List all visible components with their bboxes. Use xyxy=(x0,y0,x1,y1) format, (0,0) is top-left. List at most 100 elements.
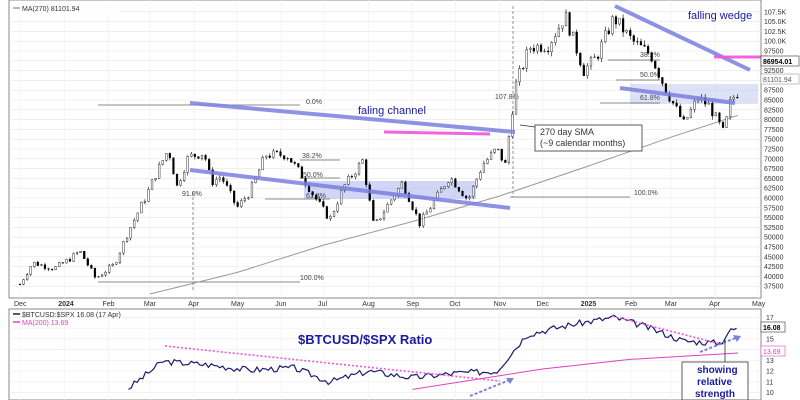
candle-body xyxy=(432,200,436,209)
current-price-box xyxy=(760,55,800,67)
ratio-arrow-2024 xyxy=(469,378,513,397)
candle-body xyxy=(86,258,89,266)
candle-body xyxy=(625,30,628,33)
candle-body xyxy=(375,219,378,221)
candle-body xyxy=(736,97,739,99)
price-y-tick: 82500 xyxy=(764,107,784,114)
candle-body xyxy=(26,274,29,280)
price-y-tick: 42500 xyxy=(764,264,784,271)
candle-body xyxy=(657,68,660,78)
candle-body xyxy=(479,172,482,180)
candle-body xyxy=(22,279,25,285)
candle-body xyxy=(454,178,457,188)
price-y-tick: 52500 xyxy=(764,225,784,232)
candle-body xyxy=(450,178,453,183)
price-y-tick: 60000 xyxy=(764,196,784,203)
price-y-tick: 65000 xyxy=(764,176,784,183)
candle-body xyxy=(554,36,557,43)
fib-2024-382: 38.2% xyxy=(302,153,322,160)
candle-body xyxy=(61,262,64,264)
candle-body xyxy=(282,155,286,160)
ma270-line xyxy=(149,114,739,295)
candle-body xyxy=(147,189,150,202)
x-tick-label: Dec xyxy=(536,301,549,308)
candle-body xyxy=(329,216,332,219)
candle-body xyxy=(311,191,314,196)
candle-body xyxy=(622,18,625,33)
candle-body xyxy=(29,266,32,275)
candle-body xyxy=(643,44,646,47)
candle-body xyxy=(18,284,22,286)
candle-body xyxy=(332,211,336,217)
candle-body xyxy=(247,197,250,199)
candle-body xyxy=(475,178,478,187)
price-y-tick: 85000 xyxy=(764,98,784,105)
candle-body xyxy=(54,266,57,270)
candle-body xyxy=(379,218,382,221)
x-tick-label: Apr xyxy=(709,301,721,308)
candle-body xyxy=(586,65,589,76)
candle-body xyxy=(83,250,86,259)
candle-body xyxy=(679,105,682,117)
candle-body xyxy=(211,169,214,186)
x-tick-label: Dec xyxy=(14,301,27,308)
price-y-tick: 105.0K xyxy=(764,19,787,26)
candle-body xyxy=(208,159,211,171)
candle-body xyxy=(493,148,496,153)
candle-body xyxy=(547,50,550,53)
candle-body xyxy=(272,150,275,158)
price-legend-bg xyxy=(10,1,120,15)
candle-body xyxy=(600,41,603,59)
candle-body xyxy=(279,151,282,156)
candle-body xyxy=(268,155,271,158)
candle-body xyxy=(125,237,129,242)
candle-body xyxy=(72,253,75,262)
fib-2025-382: 38.2% xyxy=(640,52,660,59)
candle-body xyxy=(718,112,721,123)
candle-body xyxy=(504,160,507,163)
fib-zone-2024 xyxy=(304,181,476,199)
candle-body xyxy=(33,261,36,267)
candle-body xyxy=(293,162,296,164)
ratio-value-label: 16.08 xyxy=(763,325,781,332)
candle-body xyxy=(318,199,321,202)
candle-body xyxy=(361,159,364,164)
candle-body xyxy=(711,102,714,117)
channel-lower xyxy=(189,168,511,210)
candle-body xyxy=(500,148,503,161)
x-tick-label: Aug xyxy=(362,301,375,308)
candle-body xyxy=(51,268,54,270)
candle-body xyxy=(557,28,560,37)
candle-body xyxy=(707,102,710,105)
current-price-label: 86954.01 xyxy=(763,59,792,66)
price-x-axis: Dec 2024 Feb Mar Apr May Jun Jul Aug Sep Oct Nov Dec… xyxy=(14,301,766,308)
ratio-ma-box xyxy=(760,345,786,357)
ratio-legend-ma: MA(200) 13.69 xyxy=(22,320,68,327)
x-tick-label: Jun xyxy=(275,301,286,308)
wedge-upper xyxy=(614,4,751,72)
candle-body xyxy=(236,202,239,207)
candle-body xyxy=(104,272,107,276)
price-y-tick: 72500 xyxy=(764,147,784,154)
ratio-panel xyxy=(8,308,762,400)
candle-body xyxy=(100,274,104,277)
ratio-y-tick: 10 xyxy=(766,390,774,397)
x-tick-label: Feb xyxy=(625,301,637,308)
candle-body xyxy=(682,116,685,120)
price-y-tick: 57500 xyxy=(764,205,784,212)
ratio-trend-2025 xyxy=(611,315,721,345)
candle-body xyxy=(243,198,246,201)
candle-body xyxy=(215,179,218,186)
candle-body xyxy=(340,190,343,205)
price-y-tick: 45000 xyxy=(764,254,784,261)
fib-2024-50: 50.0% xyxy=(303,172,323,179)
ratio-arrow-2025 xyxy=(699,336,739,353)
candle-body xyxy=(482,163,486,173)
fib-2024-91: 91.0% xyxy=(182,191,202,198)
candle-body xyxy=(604,30,607,43)
candle-body xyxy=(400,181,403,189)
falling-channel-label: faling channel xyxy=(358,105,426,117)
candle-body xyxy=(168,153,171,159)
fib-zone-2025 xyxy=(630,84,758,104)
candle-body xyxy=(550,42,553,53)
